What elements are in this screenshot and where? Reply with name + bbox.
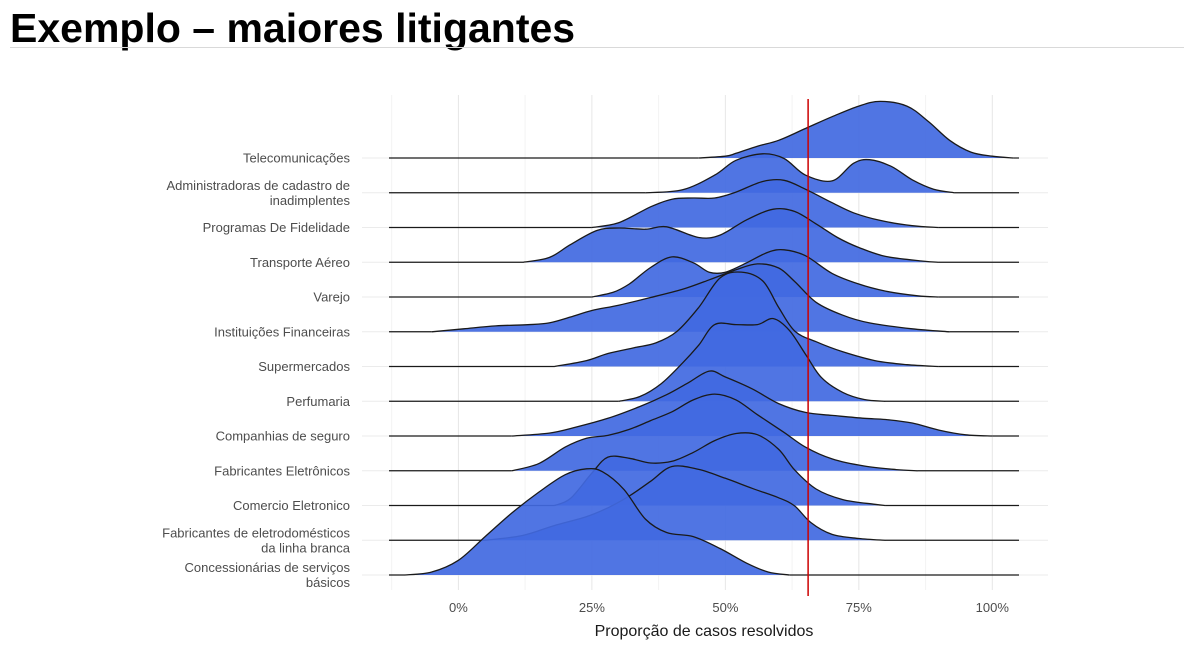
x-tick-label: 100%	[976, 600, 1010, 615]
ridge-row	[389, 432, 1019, 507]
ridge-outline	[554, 432, 886, 507]
ridge-row	[389, 100, 1019, 159]
ridge-row	[389, 465, 1019, 541]
y-axis-label: Comercio Eletronico	[233, 498, 350, 513]
ridge-outline	[431, 263, 950, 333]
y-axis-label: Companhias de seguro	[216, 429, 350, 444]
ridge-area	[511, 394, 918, 471]
ridge-area	[591, 179, 939, 228]
slide-title: Exemplo – maiores litigantes	[10, 5, 576, 51]
ridge-area	[522, 208, 939, 263]
ridge-row	[389, 153, 1019, 194]
y-axis-label: Instituições Financeiras	[214, 324, 350, 339]
y-axis-label: Concessionárias de serviços	[185, 560, 351, 575]
ridge-outline	[645, 153, 956, 194]
ridge-area	[511, 370, 993, 436]
ridge-outline	[404, 467, 790, 576]
x-tick-label: 50%	[712, 600, 738, 615]
y-axis-label: Supermercados	[258, 359, 350, 374]
ridge-outline	[511, 370, 993, 437]
title-divider	[10, 47, 1184, 48]
y-axis-label: Telecomunicações	[243, 151, 350, 166]
ridge-area	[618, 318, 886, 402]
y-axis-label: básicos	[306, 575, 351, 590]
y-axis-label: Varejo	[313, 290, 350, 305]
x-axis-label: Proporção de casos resolvidos	[595, 623, 814, 640]
ridge-outline	[554, 271, 939, 368]
ridge-outline	[591, 248, 939, 298]
y-axis-label: Perfumaria	[286, 394, 350, 409]
ridge-area	[405, 468, 790, 575]
ridge-outline	[698, 100, 1014, 159]
ridge-row	[389, 393, 1019, 472]
y-axis-label: Fabricantes Eletrônicos	[214, 463, 350, 478]
y-axis-label: inadimplentes	[270, 193, 351, 208]
ridge-row	[389, 178, 1019, 229]
ridge-row	[389, 263, 1019, 333]
ridge-outline	[522, 207, 939, 263]
ridge-outline	[511, 393, 918, 472]
chart-y-labels: Telecomunicações Administradoras de cadas…	[162, 151, 351, 591]
ridge-area	[698, 101, 1014, 158]
ridge-area	[431, 263, 950, 332]
ridge-row	[389, 467, 1019, 576]
chart-x-ticks: 0% 25% 50% 75% 100%	[449, 600, 1009, 615]
y-axis-label: Administradoras de cadastro de	[166, 178, 350, 193]
y-axis-label: Programas De Fidelidade	[203, 220, 350, 235]
y-axis-label: da linha branca	[261, 540, 351, 555]
ridge-row	[389, 317, 1019, 402]
x-tick-label: 0%	[449, 600, 468, 615]
y-axis-label: Transporte Aéreo	[250, 255, 350, 270]
ridge-row	[389, 271, 1019, 368]
y-axis-label: Fabricantes de eletrodomésticos	[162, 525, 350, 540]
ridge-outline	[591, 178, 939, 229]
x-tick-label: 25%	[579, 600, 605, 615]
ridge-outline	[618, 317, 886, 402]
ridge-area	[645, 153, 955, 193]
x-tick-label: 75%	[846, 600, 872, 615]
chart-ridges	[389, 100, 1019, 576]
ridge-area	[554, 271, 939, 367]
ridge-row	[389, 370, 1019, 437]
ridge-area	[554, 432, 886, 506]
ridge-row	[389, 207, 1019, 263]
